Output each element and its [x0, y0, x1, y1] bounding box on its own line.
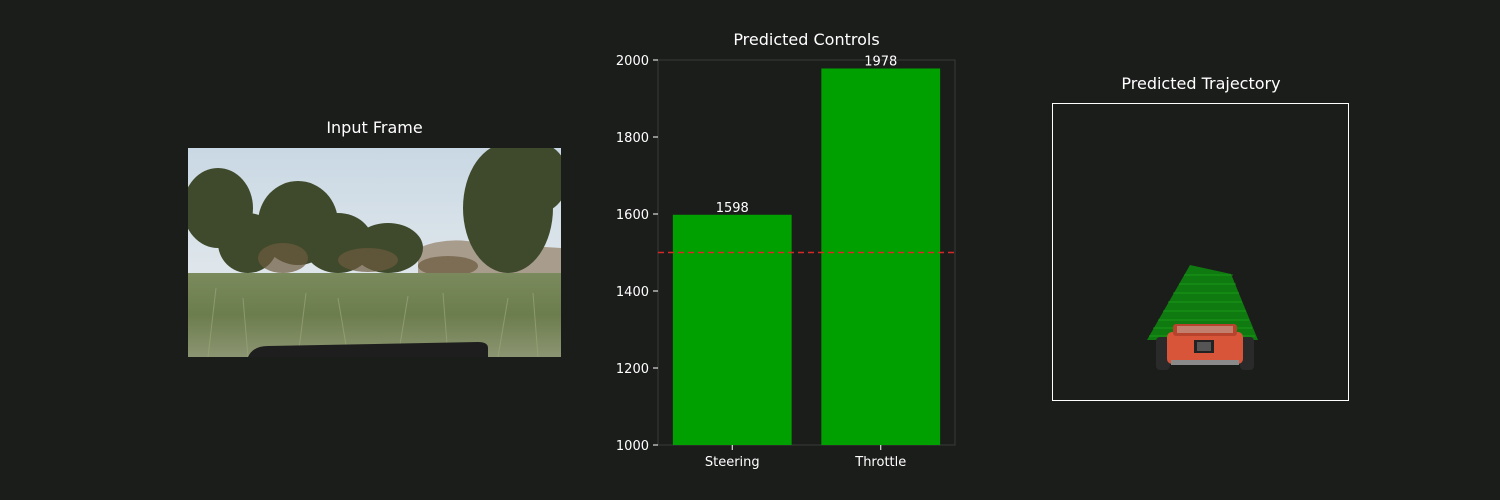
y-tick-label: 1800 — [616, 131, 649, 146]
data-label: 1598 — [716, 201, 749, 216]
x-tick-label: Steering — [705, 455, 760, 470]
data-label: 1978 — [864, 54, 897, 69]
input-frame-image — [188, 148, 561, 357]
bar-steering — [672, 214, 792, 445]
y-tick-label: 1600 — [616, 208, 649, 223]
bar-throttle — [821, 68, 941, 445]
car-icon — [1156, 324, 1254, 370]
x-tick-label: Throttle — [854, 455, 906, 470]
chart-title: Predicted Controls — [733, 30, 880, 49]
y-tick-label: 1400 — [616, 285, 649, 300]
y-tick-label: 1200 — [616, 362, 649, 377]
y-tick-label: 2000 — [616, 54, 649, 69]
y-tick-label: 1000 — [616, 439, 649, 454]
trajectory-title: Predicted Trajectory — [1121, 74, 1281, 93]
trajectory-view — [1052, 103, 1349, 401]
input-frame-title: Input Frame — [326, 118, 423, 137]
